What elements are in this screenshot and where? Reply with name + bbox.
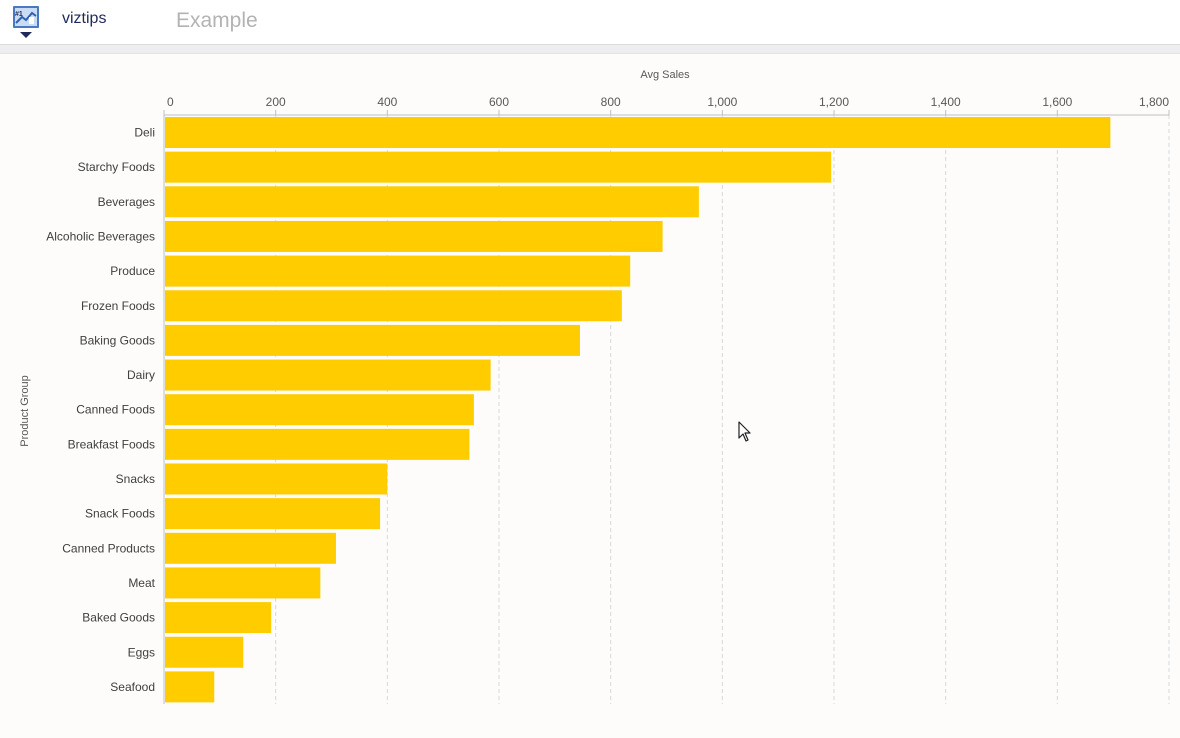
mouse-pointer-icon (738, 421, 751, 442)
x-tick-label: 1,400 (931, 95, 961, 109)
bar[interactable] (165, 186, 699, 218)
x-tick-label: 1,000 (707, 95, 737, 109)
x-tick-label: 600 (489, 95, 509, 109)
bar[interactable] (165, 463, 388, 495)
category-label: Frozen Foods (81, 299, 155, 313)
category-label: Starchy Foods (78, 160, 155, 174)
bar[interactable] (165, 532, 336, 564)
category-label: Produce (110, 264, 155, 278)
bar[interactable] (165, 255, 631, 287)
category-labels: Deli Starchy Foods Beverages Alcoholic Beve… (46, 126, 155, 694)
category-label: Eggs (128, 645, 155, 659)
bar[interactable] (165, 290, 622, 322)
category-label: Alcoholic Beverages (46, 229, 155, 243)
category-label: Canned Foods (76, 403, 155, 417)
sheet-title: Example (176, 9, 258, 32)
x-tick-label: 0 (167, 95, 174, 109)
bar[interactable] (165, 428, 470, 460)
category-label: Baked Goods (82, 611, 155, 625)
bar[interactable] (165, 636, 244, 668)
category-label: Breakfast Foods (68, 437, 155, 451)
bars (165, 117, 1111, 703)
app-name[interactable]: viztips (62, 10, 107, 27)
category-label: Baking Goods (80, 333, 155, 347)
category-label: Snack Foods (85, 507, 155, 521)
category-label: Canned Products (62, 541, 155, 555)
bar[interactable] (165, 394, 474, 426)
viztips-logo-icon[interactable]: #1 (10, 5, 42, 39)
bar[interactable] (165, 324, 580, 356)
bar-chart: Avg Sales Product Group 0 200 400 600 800 1,0… (19, 69, 1170, 704)
x-tick-label: 200 (266, 95, 286, 109)
bar[interactable] (165, 602, 272, 634)
bar[interactable] (165, 498, 381, 530)
top-bar: #1 viztips Example (0, 0, 1180, 44)
x-axis-ticks: 0 200 400 600 800 1,000 1,200 1,400 1,600 1,800 (163, 95, 1170, 704)
bar[interactable] (165, 359, 491, 391)
header-divider (0, 44, 1180, 54)
category-label: Deli (134, 126, 155, 140)
svg-text:#1: #1 (15, 11, 23, 18)
category-label: Seafood (110, 680, 155, 694)
category-label: Dairy (127, 368, 155, 382)
x-tick-label: 400 (377, 95, 397, 109)
bar[interactable] (165, 671, 215, 703)
x-tick-label: 800 (601, 95, 621, 109)
bar[interactable] (165, 567, 321, 599)
bar[interactable] (165, 220, 663, 252)
y-axis-title: Product Group (19, 375, 31, 447)
category-label: Meat (128, 576, 155, 590)
x-tick-label: 1,800 (1139, 95, 1169, 109)
x-axis-title: Avg Sales (640, 69, 690, 81)
chart-area: Avg Sales Product Group 0 200 400 600 800 1,0… (0, 54, 1180, 738)
bar[interactable] (165, 117, 1111, 148)
x-tick-label: 1,600 (1042, 95, 1072, 109)
bar[interactable] (165, 151, 832, 183)
x-tick-label: 1,200 (819, 95, 849, 109)
category-label: Snacks (116, 472, 155, 486)
category-label: Beverages (98, 195, 155, 209)
